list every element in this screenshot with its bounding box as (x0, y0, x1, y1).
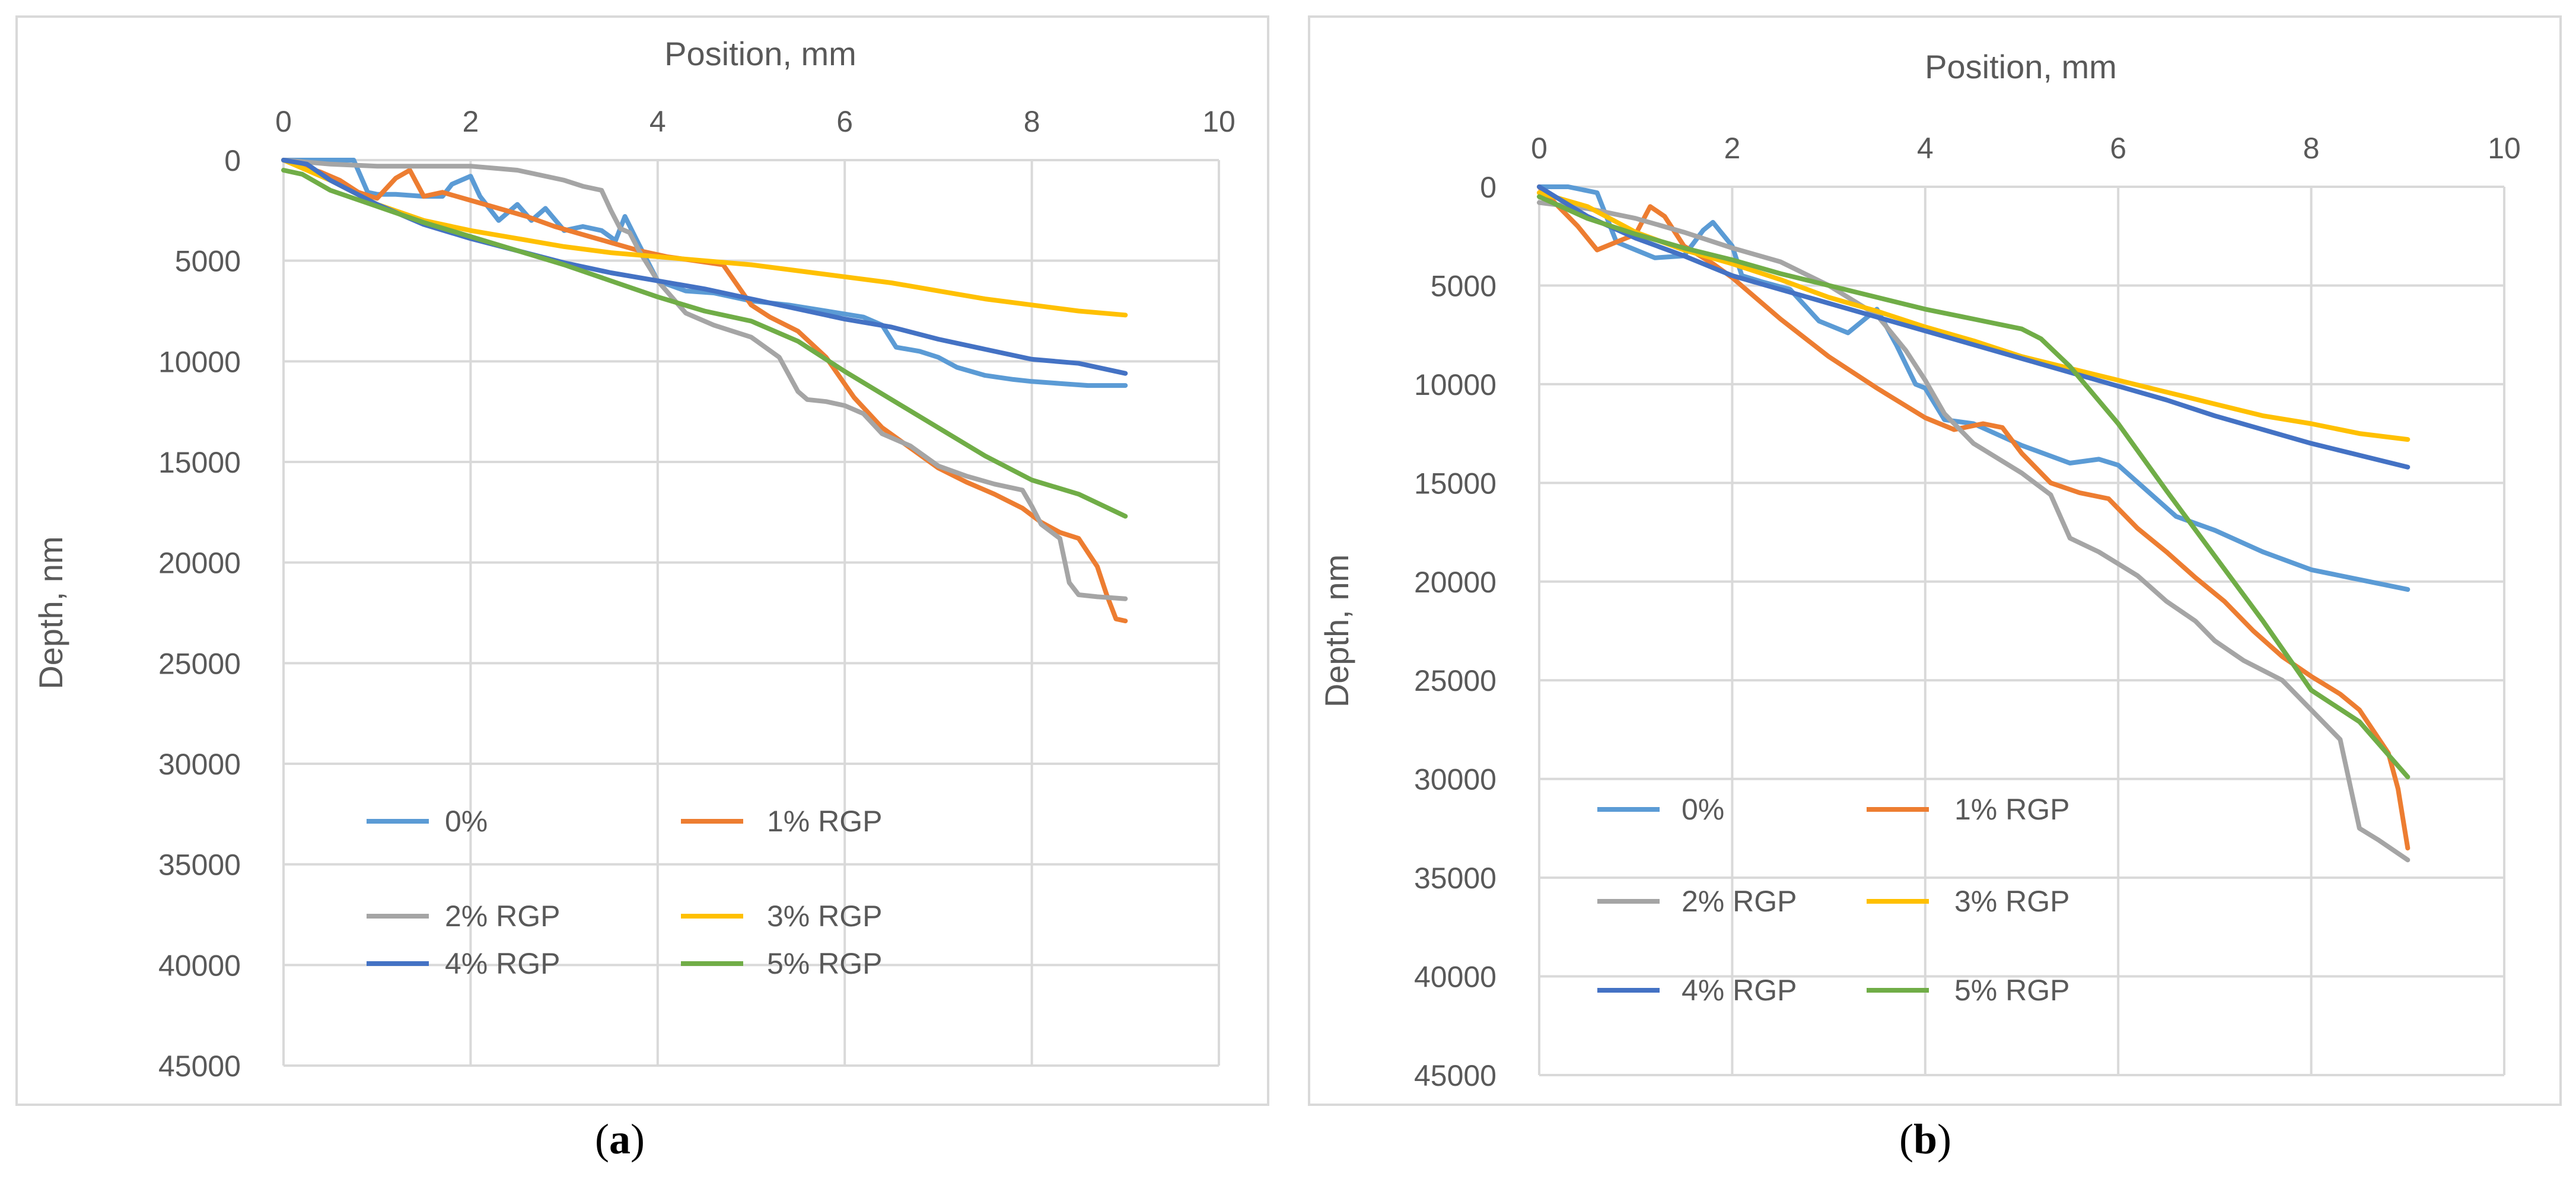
chart-b-y-axis-title: Depth, nm (1318, 554, 1355, 707)
chart-panel-a: 0 2 4 6 8 10 0 5000 10000 15000 20000 25000 30000 350… (15, 15, 1269, 1106)
chart-a-y-tick-label: 45000 (158, 1050, 241, 1083)
chart-b-y-tick-label: 40000 (1414, 961, 1496, 994)
chart-a-series-line-3 (281, 158, 1128, 601)
chart-a-y-tick-label: 20000 (158, 547, 241, 580)
chart-b-legend-label: 4% RGP (1682, 974, 1797, 1007)
chart-b-x-tick-label: 8 (2303, 132, 2320, 165)
chart-a-x-tick-label: 4 (649, 105, 666, 138)
chart-a-x-tick-label: 8 (1024, 105, 1040, 138)
chart-a-y-tick-label: 40000 (158, 949, 241, 982)
chart-a-y-tick-label: 25000 (158, 647, 241, 680)
chart-a-y-tick-label: 10000 (158, 345, 241, 378)
chart-b-frame (1308, 15, 2562, 1106)
chart-b-x-tick-label: 6 (2110, 132, 2126, 165)
chart-a-legend-label: 2% RGP (445, 900, 561, 933)
chart-b-y-tick-label: 20000 (1414, 566, 1496, 599)
chart-a-series-line-6 (281, 168, 1128, 519)
chart-b-legend-label: 5% RGP (1954, 974, 2070, 1007)
chart-a-legend-label: 4% RGP (445, 947, 561, 980)
chart-b-y-tick-label: 0 (1480, 171, 1496, 204)
chart-b-series-line-6 (1537, 194, 2411, 780)
chart-b-y-tick-label: 30000 (1414, 763, 1496, 796)
chart-a-series-line-1 (281, 158, 1128, 388)
chart-a-legend-label: 0% (445, 805, 488, 838)
chart-a-y-tick-label: 5000 (175, 245, 241, 278)
caption-a: (a) (595, 1115, 645, 1163)
chart-b-legend-label: 0% (1682, 793, 1724, 826)
chart-b-series-line-3 (1537, 200, 2411, 863)
chart-b-x-tick-label: 4 (1917, 132, 1934, 165)
chart-a-x-tick-label: 0 (275, 105, 292, 138)
chart-a-y-tick-label: 0 (224, 144, 241, 177)
chart-b-y-tick-label: 45000 (1414, 1059, 1496, 1092)
chart-b-x-tick-label: 10 (2488, 132, 2521, 165)
chart-a-legend-label: 1% RGP (767, 805, 883, 838)
chart-a-legend-label: 3% RGP (767, 900, 883, 933)
chart-b-x-tick-label: 2 (1724, 132, 1740, 165)
chart-a-y-tick-label: 15000 (158, 446, 241, 479)
chart-b-y-tick-label: 35000 (1414, 862, 1496, 895)
chart-a-x-tick-label: 10 (1202, 105, 1236, 138)
chart-a-y-tick-label: 30000 (158, 748, 241, 781)
chart-b-legend-label: 3% RGP (1954, 885, 2070, 918)
chart-b-legend-label: 1% RGP (1954, 793, 2070, 826)
chart-a-x-axis-title: Position, mm (664, 35, 856, 72)
chart-a-frame (15, 15, 1269, 1106)
chart-b-y-tick-label: 5000 (1431, 269, 1496, 302)
chart-a-y-tick-label: 35000 (158, 849, 241, 882)
chart-panel-b: 0 2 4 6 8 10 0 5000 10000 15000 20000 25000 30000 350… (1308, 15, 2562, 1106)
chart-b-y-tick-label: 15000 (1414, 467, 1496, 500)
chart-b-series-line-5 (1537, 184, 2411, 470)
chart-a-legend-label: 5% RGP (767, 947, 883, 980)
chart-a-x-tick-label: 2 (462, 105, 479, 138)
caption-b: (b) (1899, 1115, 1951, 1163)
chart-b-y-tick-label: 10000 (1414, 368, 1496, 401)
chart-a-x-tick-label: 6 (836, 105, 853, 138)
chart-b-y-tick-label: 25000 (1414, 664, 1496, 697)
chart-b-x-tick-label: 0 (1531, 132, 1547, 165)
chart-a-y-axis-title: Depth, nm (32, 536, 69, 689)
chart-b-legend-label: 2% RGP (1682, 885, 1797, 918)
chart-b-x-axis-title: Position, mm (1925, 48, 2117, 85)
